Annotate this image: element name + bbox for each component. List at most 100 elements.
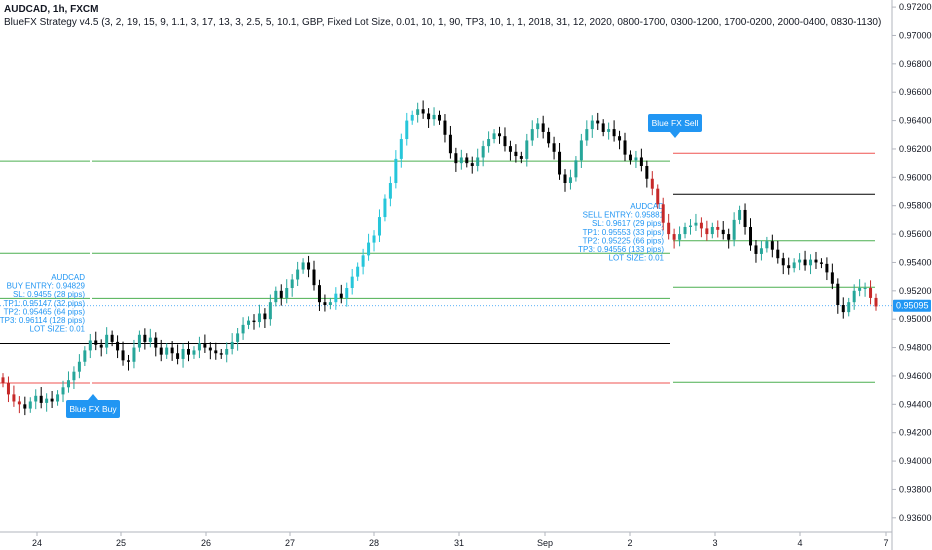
candle: [694, 213, 698, 231]
candle-body: [770, 241, 774, 250]
time-tick-label: 25: [116, 538, 126, 548]
candle-body: [148, 337, 152, 342]
candle: [45, 393, 49, 412]
candle-body: [334, 293, 338, 303]
trade-info-line: SELL ENTRY: 0.95881: [583, 211, 665, 220]
candle-body: [317, 285, 321, 303]
candle-body: [661, 204, 665, 223]
candle-body: [607, 129, 611, 132]
candle: [312, 260, 316, 291]
candle-body: [634, 157, 638, 161]
candle-body: [399, 139, 403, 159]
candle: [574, 156, 578, 182]
candle-body: [869, 287, 873, 298]
candle-body: [274, 290, 278, 303]
candle: [525, 133, 529, 167]
candle-body: [225, 348, 229, 355]
candle-body: [110, 334, 114, 342]
candle: [301, 258, 305, 274]
candle: [672, 228, 676, 249]
candle: [126, 354, 130, 371]
candle-body: [863, 287, 867, 289]
candle: [819, 258, 823, 269]
candle-body: [612, 129, 616, 137]
candle: [601, 119, 605, 137]
candle-body: [121, 350, 125, 361]
trade-info-line: TP1: 0.95147 (32 pips): [4, 299, 86, 308]
candle: [137, 330, 141, 352]
candle-body: [6, 383, 10, 395]
trade-info-line: SL: 0.9455 (28 pips): [13, 290, 85, 299]
candle: [563, 169, 567, 192]
candle-body: [814, 259, 818, 263]
candle: [688, 219, 692, 235]
candle-body: [192, 350, 196, 355]
candle-body: [819, 262, 823, 264]
candle: [307, 255, 311, 278]
candle: [476, 148, 480, 172]
candle-body: [367, 242, 371, 256]
candle: [12, 385, 16, 407]
candle: [99, 339, 103, 357]
buy-signal-label[interactable]: Blue FX Buy: [66, 394, 120, 418]
candle-body: [459, 157, 463, 164]
candle-body: [683, 226, 687, 235]
candle-body: [377, 217, 381, 236]
candle: [847, 297, 851, 317]
candle-body: [12, 394, 16, 402]
sell-signal-label[interactable]: Blue FX Sell: [648, 114, 702, 138]
candle: [214, 342, 218, 360]
time-tick-label: 31: [454, 538, 464, 548]
candle-body: [568, 177, 572, 184]
candle: [257, 304, 261, 328]
trade-info-line: SL: 0.9617 (29 pips): [592, 219, 664, 228]
candle: [192, 346, 196, 359]
candle: [656, 184, 660, 209]
candle-body: [312, 269, 316, 286]
price-tick-label: 0.97200: [899, 2, 932, 12]
candle-body: [339, 293, 343, 298]
candle: [83, 346, 87, 367]
candle: [241, 317, 245, 340]
candle: [863, 282, 867, 297]
candle-body: [23, 404, 27, 409]
candle: [612, 120, 616, 142]
candle-body: [492, 133, 496, 140]
candle: [247, 316, 251, 330]
candle: [618, 130, 622, 150]
candle-body: [487, 139, 491, 147]
candle-body: [552, 143, 556, 152]
candle: [536, 118, 540, 138]
price-tick-label: 0.95800: [899, 201, 932, 211]
time-tick-label: 26: [201, 538, 211, 548]
price-tick-label: 0.94000: [899, 456, 932, 466]
candle: [634, 150, 638, 168]
candle-body: [792, 262, 796, 269]
candle: [148, 328, 152, 348]
candle-body: [841, 305, 845, 313]
signal-label-text: Blue FX Sell: [652, 118, 699, 128]
candle: [787, 257, 791, 275]
candle: [438, 110, 441, 125]
price-tick-label: 0.95600: [899, 229, 932, 239]
candle-body: [383, 198, 387, 218]
candle-body: [154, 337, 158, 348]
candle: [568, 169, 572, 190]
candle-body: [432, 114, 436, 120]
candle: [427, 108, 431, 128]
candle: [470, 156, 474, 174]
current-price-tag: [893, 299, 931, 312]
candle-body: [388, 183, 392, 199]
candle: [858, 279, 862, 297]
candle: [547, 127, 551, 148]
strategy-parameters-legend[interactable]: BlueFX Strategy v4.5 (3, 2, 19, 15, 9, 1…: [4, 17, 882, 28]
candle-body: [563, 174, 567, 184]
candle: [345, 282, 349, 307]
candle: [727, 228, 731, 249]
candle: [410, 110, 414, 125]
candle-body: [45, 398, 49, 403]
candle: [465, 153, 469, 168]
